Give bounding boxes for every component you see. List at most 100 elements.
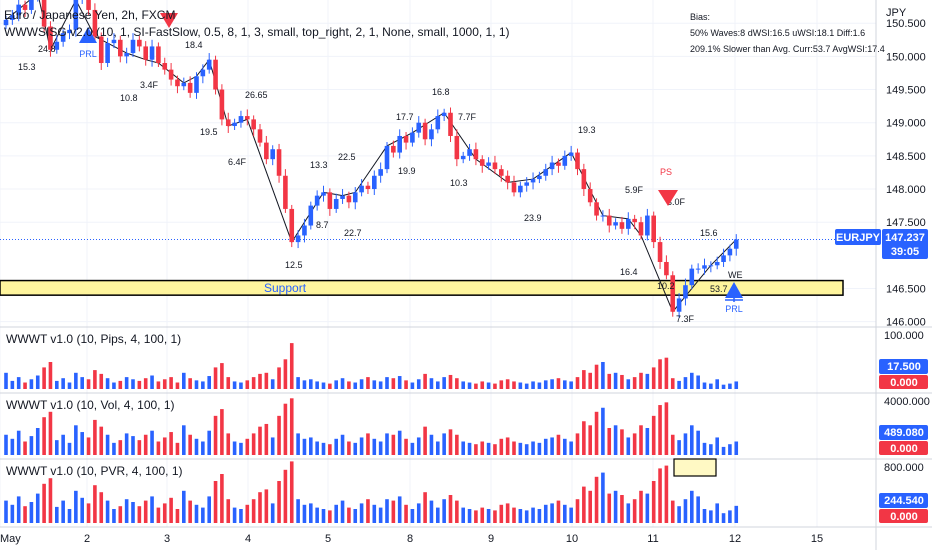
volume-bar: [410, 442, 415, 455]
wave-label: 8.7: [316, 220, 329, 230]
price-axis[interactable]: 150.500 150.000 149.500 149.000 148.500 148.0…: [886, 18, 926, 328]
volume-bar: [728, 444, 732, 455]
volume-bar: [474, 383, 478, 389]
volume-bar: [734, 505, 739, 523]
candle-body: [632, 218, 637, 223]
volume-bar: [131, 379, 135, 389]
volume-bar: [461, 507, 465, 523]
volume-bar: [372, 504, 377, 523]
volume-bar: [347, 381, 351, 389]
wave-label: 10.8: [120, 93, 138, 103]
volume-bar: [556, 434, 561, 455]
volume-bar: [245, 380, 250, 389]
candle-body: [340, 195, 345, 199]
volume-bar: [86, 379, 91, 389]
volume-bar: [105, 434, 110, 455]
volume-bar: [486, 509, 491, 523]
volume-bar: [264, 372, 269, 389]
signal-down-arrow: PS: [658, 167, 678, 206]
candle-body: [518, 185, 523, 193]
candle-body: [29, 0, 34, 10]
volume-bar: [448, 374, 453, 389]
volume-bar: [182, 372, 186, 389]
volume-bar: [582, 486, 586, 523]
volume-bar: [550, 379, 554, 389]
volume-bar: [404, 380, 408, 389]
bias-title: Bias:: [690, 12, 710, 22]
candle-body: [143, 46, 148, 60]
volume-bar: [328, 383, 332, 389]
price-tick-label: 147.500: [886, 217, 926, 229]
time-axis[interactable]: May 2 3 4 5 8 9 10 11 12 15: [0, 533, 823, 545]
volume-bar: [29, 502, 34, 523]
volume-bar: [588, 425, 592, 455]
volume-bar: [531, 381, 535, 389]
volume-bar: [93, 370, 97, 389]
volume-bar: [283, 359, 288, 389]
candle-body: [575, 152, 580, 170]
volume-bar: [232, 507, 237, 523]
volume-bar: [658, 468, 662, 523]
volume-bar: [194, 504, 199, 523]
candle-body: [3, 19, 9, 26]
indicator-pane: WWWT v1.0 (10, Vol, 4, 100, 1) 4000.000 48…: [4, 396, 930, 455]
volume-bar: [690, 490, 694, 523]
volume-bar: [112, 382, 116, 389]
volume-bar: [499, 504, 504, 523]
volume-bar: [112, 509, 116, 523]
volume-bar: [201, 507, 205, 523]
volume-bar: [436, 507, 440, 523]
volume-bar: [74, 490, 78, 523]
volume-bar: [334, 504, 338, 523]
volume-bar: [226, 499, 231, 523]
wave-label: 24.8: [38, 44, 56, 54]
volume-bar: [67, 382, 72, 389]
volume-bar: [93, 485, 97, 523]
volume-bar: [353, 509, 358, 523]
volume-bar: [543, 380, 548, 389]
volume-bar: [270, 503, 275, 523]
wave-label: 18.4: [185, 40, 203, 50]
candle-body: [10, 15, 15, 20]
candle-body: [16, 4, 21, 16]
candle-body: [543, 169, 549, 176]
candle-body: [200, 69, 206, 77]
volume-bar: [563, 380, 567, 389]
volume-bar: [289, 343, 294, 389]
current-price-tag: 147.237 39:05: [882, 229, 928, 259]
wave-label: 16.4: [620, 267, 638, 277]
candle-body: [429, 129, 434, 140]
volume-bar: [569, 441, 573, 455]
volume-bar: [194, 380, 199, 389]
volume-bar: [683, 433, 688, 455]
candle-body: [467, 149, 472, 156]
volume-bar: [207, 430, 211, 455]
volume-bar: [524, 510, 529, 523]
candle-body: [403, 135, 409, 143]
candle-body: [435, 116, 441, 130]
volume-bar: [182, 425, 186, 455]
candle-body: [549, 162, 555, 170]
volume-bar: [556, 378, 561, 389]
signal-up-arrow: PRL: [79, 27, 97, 59]
candle-body: [416, 122, 422, 133]
volume-bar: [340, 434, 345, 455]
volume-bar: [277, 367, 281, 389]
wave-label: 15.3: [18, 62, 36, 72]
volume-bar: [601, 362, 605, 389]
volume-bar: [620, 429, 624, 455]
volume-bar: [658, 359, 662, 389]
volume-bar: [569, 507, 573, 523]
symbol-tag-text: EURJPY: [836, 232, 881, 244]
indicator-params: WWWSISG v2.0 (10, 1, SI-FastSlow, 0.5, 8…: [4, 25, 510, 39]
signal-down-arrow: [160, 13, 178, 28]
volume-bar: [423, 492, 427, 523]
volume-bar: [334, 380, 338, 389]
volume-bar: [702, 509, 707, 523]
candle-body: [232, 122, 237, 127]
volume-bar: [626, 379, 631, 389]
volume-bar: [372, 438, 377, 455]
volume-bar: [359, 437, 364, 455]
volume-bar: [169, 432, 173, 455]
